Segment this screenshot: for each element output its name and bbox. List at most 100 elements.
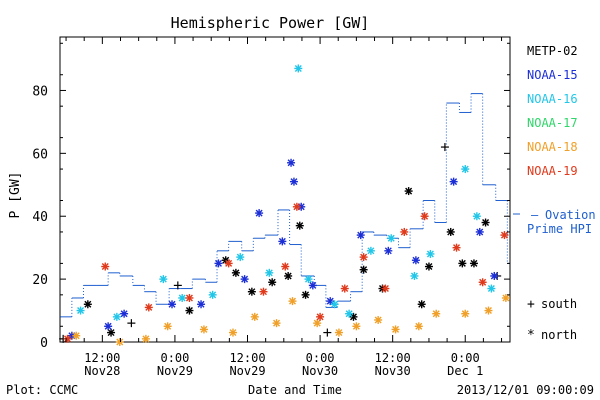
data-point-north: [292, 202, 301, 211]
x-tick-label-time: 12:00: [84, 351, 120, 365]
ovation-legend-dash: –: [531, 208, 539, 222]
legend-entry: NOAA-16: [527, 92, 578, 106]
series-noaa-15: [67, 158, 499, 340]
y-tick-label: 80: [32, 84, 48, 99]
ovation-legend: Ovation Prime HPI –: [513, 208, 596, 236]
data-point-north: [288, 297, 297, 306]
data-point-north: [500, 231, 509, 240]
data-point-north: [374, 315, 383, 324]
data-point-north: [387, 234, 396, 243]
x-tick-label-date: Nov29: [157, 364, 193, 378]
data-point-north: [452, 243, 461, 252]
data-point-north: [63, 334, 72, 343]
legend-entry: METP-02: [527, 44, 578, 58]
legend-entry: NOAA-17: [527, 116, 578, 130]
x-tick-label-date: Nov28: [84, 364, 120, 378]
x-tick-label-time: 12:00: [229, 351, 265, 365]
data-point-north: [340, 284, 349, 293]
data-point-north: [359, 265, 368, 274]
marker-key: + south * north: [527, 297, 577, 343]
chart-title: Hemispheric Power [GW]: [171, 14, 370, 32]
data-point-north: [141, 334, 150, 343]
data-point-north: [76, 306, 85, 315]
satellite-legend: METP-02 NOAA-15 NOAA-16 NOAA-17 NOAA-18 NOAA-…: [527, 44, 578, 178]
satellite-points: [59, 64, 510, 346]
data-point-north: [268, 278, 277, 287]
x-tick-label-time: 0:00: [306, 351, 335, 365]
data-point-north: [159, 275, 168, 284]
data-point-north: [272, 319, 281, 328]
data-point-north: [381, 284, 390, 293]
data-point-north: [417, 300, 426, 309]
data-point-north: [449, 177, 458, 186]
y-tick-label: 20: [32, 273, 48, 288]
data-point-north: [72, 331, 81, 340]
x-tick-label-time: 12:00: [375, 351, 411, 365]
data-point-north: [481, 218, 490, 227]
data-point-south: [127, 319, 136, 328]
data-point-north: [475, 227, 484, 236]
data-point-north: [426, 249, 435, 258]
ovation-legend-label-line2: Prime HPI: [527, 222, 592, 236]
y-axis-label: P [GW]: [8, 172, 23, 219]
data-point-north: [384, 246, 393, 255]
x-tick-label-date: Dec 1: [447, 364, 483, 378]
data-point-north: [326, 297, 335, 306]
data-point-north: [304, 275, 313, 284]
data-point-north: [411, 256, 420, 265]
data-point-north: [490, 271, 499, 280]
data-point-north: [301, 290, 310, 299]
data-point-north: [294, 64, 303, 73]
data-point-north: [265, 268, 274, 277]
data-point-north: [178, 293, 187, 302]
data-point-north: [316, 312, 325, 321]
data-point-north: [250, 312, 259, 321]
data-point-north: [224, 259, 233, 268]
data-point-north: [281, 262, 290, 271]
data-point-north: [313, 319, 322, 328]
y-tick-label: 40: [32, 210, 48, 225]
data-point-north: [410, 271, 419, 280]
data-point-north: [289, 177, 298, 186]
marker-key-symbol: +: [527, 297, 535, 312]
data-point-north: [199, 325, 208, 334]
data-point-north: [144, 303, 153, 312]
legend-entry: NOAA-19: [527, 164, 578, 178]
series-noaa-18: [72, 293, 510, 346]
series-noaa-16: [76, 64, 496, 321]
ovation-legend-label-line1: Ovation: [545, 208, 596, 222]
data-point-north: [404, 187, 413, 196]
x-tick-label-date: Nov30: [302, 364, 338, 378]
data-point-north: [83, 300, 92, 309]
data-point-north: [231, 268, 240, 277]
data-point-north: [247, 287, 256, 296]
marker-key-symbol: *: [527, 328, 535, 343]
data-point-north: [330, 300, 339, 309]
data-point-south: [323, 328, 332, 337]
x-tick-label-date: Nov29: [229, 364, 265, 378]
legend-entry: NOAA-15: [527, 68, 578, 82]
data-point-north: [112, 312, 121, 321]
y-tick-label: 60: [32, 147, 48, 162]
data-point-north: [185, 293, 194, 302]
data-point-north: [414, 322, 423, 331]
data-point-north: [352, 322, 361, 331]
data-point-north: [278, 237, 287, 246]
series-noaa-19: [63, 202, 509, 343]
data-point-north: [424, 262, 433, 271]
data-point-north: [259, 287, 268, 296]
data-point-north: [101, 262, 110, 271]
x-tick-label-time: 0:00: [160, 351, 189, 365]
data-point-north: [334, 328, 343, 337]
x-tick-label-date: Nov30: [375, 364, 411, 378]
data-point-north: [255, 209, 264, 218]
data-point-north: [487, 284, 496, 293]
data-point-north: [484, 306, 493, 315]
data-point-north: [345, 309, 354, 318]
y-axis: 0 20 40 60 80: [32, 42, 510, 351]
x-axis: 12:00Nov280:00Nov2912:00Nov290:00Nov3012…: [65, 37, 503, 378]
data-point-north: [107, 328, 116, 337]
data-point-north: [240, 275, 249, 284]
data-point-north: [287, 158, 296, 167]
marker-key-label: north: [541, 328, 577, 342]
